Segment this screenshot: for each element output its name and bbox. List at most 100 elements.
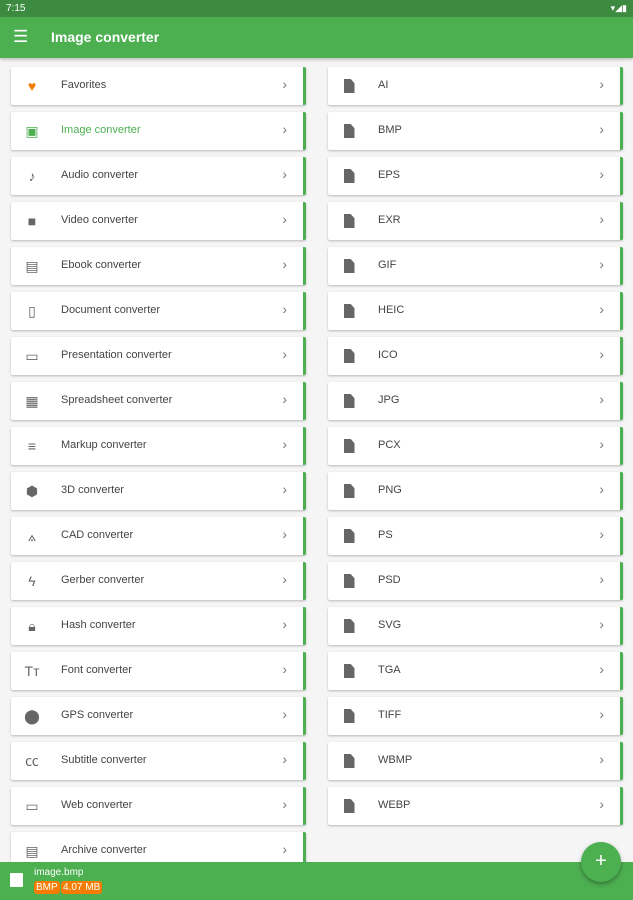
table-icon: ▦	[25, 393, 39, 409]
chevron-right-icon: ›	[599, 76, 604, 92]
file-icon	[340, 392, 358, 410]
format-item[interactable]: PNG ›	[328, 472, 623, 510]
bolt-icon: ϟ	[28, 573, 36, 589]
chevron-right-icon: ›	[599, 301, 604, 317]
chevron-right-icon: ›	[282, 166, 287, 182]
format-item[interactable]: GIF ›	[328, 247, 623, 285]
format-item[interactable]: PSD ›	[328, 562, 623, 600]
font-icon: Tт	[24, 663, 40, 679]
lock-icon: 🔒︎	[28, 618, 36, 634]
chevron-right-icon: ›	[282, 256, 287, 272]
format-item[interactable]: ICO ›	[328, 337, 623, 375]
browser-icon: ▭	[25, 798, 39, 814]
format-label: PCX	[378, 439, 401, 451]
file-icon	[340, 527, 358, 545]
category-item[interactable]: 🔒︎ Hash converter ›	[11, 607, 306, 645]
chevron-right-icon: ›	[282, 661, 287, 677]
category-item[interactable]: ▭ Presentation converter ›	[11, 337, 306, 375]
menu-icon[interactable]: ☰	[13, 27, 29, 46]
chevron-right-icon: ›	[599, 796, 604, 812]
file-icon	[340, 167, 358, 185]
format-item[interactable]: TGA ›	[328, 652, 623, 690]
format-item[interactable]: TIFF ›	[328, 697, 623, 735]
file-icon	[340, 347, 358, 365]
format-label: HEIC	[378, 304, 405, 316]
category-item[interactable]: ▤ Ebook converter ›	[11, 247, 306, 285]
book-icon: ▤	[25, 258, 39, 274]
status-bar: 7:15 ▾◢▮	[0, 0, 633, 17]
category-item[interactable]: ⟑ CAD converter ›	[11, 517, 306, 555]
category-item[interactable]: ㏄ Subtitle converter ›	[11, 742, 306, 780]
format-item[interactable]: WBMP ›	[328, 742, 623, 780]
category-label: Markup converter	[61, 439, 147, 451]
archive-icon: ▤	[25, 843, 39, 859]
format-label: BMP	[378, 124, 402, 136]
category-item[interactable]: ϟ Gerber converter ›	[11, 562, 306, 600]
document-icon: ▯	[28, 303, 36, 319]
chevron-right-icon: ›	[599, 661, 604, 677]
file-icon	[340, 77, 358, 95]
format-label: WBMP	[378, 754, 413, 766]
format-item[interactable]: PS ›	[328, 517, 623, 555]
chevron-right-icon: ›	[599, 571, 604, 587]
category-item[interactable]: ▭ Web converter ›	[11, 787, 306, 825]
format-item[interactable]: BMP ›	[328, 112, 623, 150]
file-icon	[340, 752, 358, 770]
chevron-right-icon: ›	[282, 391, 287, 407]
chevron-right-icon: ›	[282, 481, 287, 497]
category-label: Audio converter	[61, 169, 139, 181]
chevron-right-icon: ›	[282, 616, 287, 632]
category-label: Presentation converter	[61, 349, 172, 361]
format-label: PNG	[378, 484, 402, 496]
format-item[interactable]: AI ›	[328, 67, 623, 105]
category-item[interactable]: ▣ Image converter ›	[11, 112, 306, 150]
category-label: Document converter	[61, 304, 161, 316]
category-item[interactable]: ▦ Spreadsheet converter ›	[11, 382, 306, 420]
format-label: EPS	[378, 169, 401, 181]
format-item[interactable]: EXR ›	[328, 202, 623, 240]
category-item[interactable]: ♪ Audio converter ›	[11, 157, 306, 195]
category-label: Subtitle converter	[61, 754, 147, 766]
format-badge: BMP	[34, 881, 60, 894]
chevron-right-icon: ›	[282, 751, 287, 767]
format-item[interactable]: EPS ›	[328, 157, 623, 195]
category-item[interactable]: ≡ Markup converter ›	[11, 427, 306, 465]
format-item[interactable]: WEBP ›	[328, 787, 623, 825]
cubes-icon: ⬢	[25, 483, 39, 499]
status-icons: ▾◢▮	[610, 3, 627, 13]
image-icon: ▣	[25, 123, 39, 139]
monitor-icon: ▭	[25, 348, 39, 364]
app-bar: ☰ Image converter	[0, 17, 633, 58]
add-file-button[interactable]: +	[581, 842, 621, 882]
format-item[interactable]: SVG ›	[328, 607, 623, 645]
chevron-right-icon: ›	[599, 391, 604, 407]
chevron-right-icon: ›	[599, 616, 604, 632]
format-item[interactable]: HEIC ›	[328, 292, 623, 330]
chevron-right-icon: ›	[599, 526, 604, 542]
chevron-right-icon: ›	[599, 436, 604, 452]
category-item[interactable]: Tт Font converter ›	[11, 652, 306, 690]
format-label: TIFF	[378, 709, 402, 721]
chevron-right-icon: ›	[599, 256, 604, 272]
category-label: Image converter	[61, 124, 141, 136]
file-icon	[340, 257, 358, 275]
chevron-right-icon: ›	[282, 76, 287, 92]
file-icon	[340, 617, 358, 635]
category-item[interactable]: ♥ Favorites ›	[11, 67, 306, 105]
image-file-icon	[10, 873, 23, 887]
category-item[interactable]: ■ Video converter ›	[11, 202, 306, 240]
chevron-right-icon: ›	[282, 796, 287, 812]
category-item[interactable]: ▯ Document converter ›	[11, 292, 306, 330]
selected-file-bar[interactable]: image.bmp BMP 4.07 MB	[0, 862, 633, 900]
category-item[interactable]: ⬤ GPS converter ›	[11, 697, 306, 735]
file-icon	[340, 482, 358, 500]
format-item[interactable]: PCX ›	[328, 427, 623, 465]
file-icon	[340, 122, 358, 140]
format-item[interactable]: JPG ›	[328, 382, 623, 420]
chevron-right-icon: ›	[599, 166, 604, 182]
category-item[interactable]: ⬢ 3D converter ›	[11, 472, 306, 510]
format-label: JPG	[378, 394, 400, 406]
file-icon	[340, 707, 358, 725]
chevron-right-icon: ›	[282, 301, 287, 317]
chevron-right-icon: ›	[599, 706, 604, 722]
